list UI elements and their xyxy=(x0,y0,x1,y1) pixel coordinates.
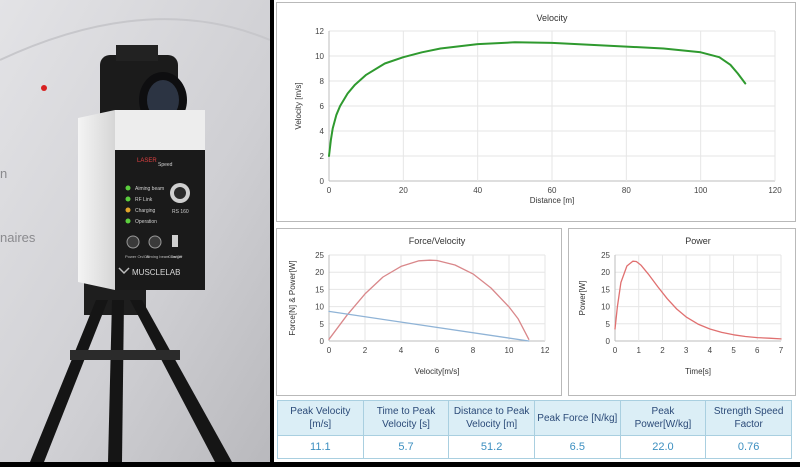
device-photo: n naires LASER Speed Aimin xyxy=(0,0,271,462)
metric-value: 51.2 xyxy=(448,435,535,459)
y-tick-label: 4 xyxy=(320,127,325,136)
button-label-2: Charger xyxy=(168,254,183,259)
y-tick-label: 5 xyxy=(606,320,611,329)
x-tick-label: 8 xyxy=(471,346,476,355)
y-axis-label: Velocity [m/s] xyxy=(294,82,303,129)
chart-title: Power xyxy=(685,236,711,246)
x-tick-label: 120 xyxy=(768,186,782,195)
y-tick-label: 2 xyxy=(320,152,325,161)
force-velocity-chart: Force/Velocity 0 5 10 15 20 25 0 2 4 6 8 10 12 Velocit… xyxy=(288,236,550,376)
x-tick-label: 6 xyxy=(435,346,440,355)
x-tick-label: 60 xyxy=(548,186,557,195)
x-axis-label: Time[s] xyxy=(685,367,711,376)
metric-value: 11.1 xyxy=(277,435,364,459)
analysis-area: Velocity 0 2 4 6 8 10 12 0 20 40 60 80 100 120 Distance… xyxy=(274,0,800,462)
series-line-0 xyxy=(328,41,747,157)
indicator-label-0: Aiming beam xyxy=(135,186,164,192)
side-label: RS 160 xyxy=(172,209,189,215)
metrics-header-row: Peak Velocity [m/s] Time to Peak Velocit… xyxy=(277,400,792,436)
metric-header: Peak Power[W/kg] xyxy=(619,400,707,436)
indicator-label-1: RF Link xyxy=(135,197,153,203)
laser-label: LASER xyxy=(137,158,157,164)
x-tick-label: 4 xyxy=(399,346,404,355)
series-line-0 xyxy=(614,260,782,340)
force-velocity-chart-panel: Force/Velocity 0 5 10 15 20 25 0 2 4 6 8 10 12 Velocit… xyxy=(276,228,562,396)
metric-header: Peak Force [N/kg] xyxy=(533,400,621,436)
metric-header: Time to Peak Velocity [s] xyxy=(362,400,450,436)
velocity-chart-panel: Velocity 0 2 4 6 8 10 12 0 20 40 60 80 100 120 Distance… xyxy=(276,2,796,222)
x-tick-label: 7 xyxy=(779,346,784,355)
x-tick-label: 2 xyxy=(363,346,368,355)
power-chart-panel: Power 0 5 10 15 20 25 0 1 2 3 4 5 6 7 Time[s] Power[W] xyxy=(568,228,796,396)
indicator-label-3: Operation xyxy=(135,219,157,225)
x-tick-label: 0 xyxy=(613,346,618,355)
x-tick-label: 2 xyxy=(660,346,665,355)
laser-unit: LASER Speed Aiming beam RF Link Charging… xyxy=(78,110,205,290)
x-tick-label: 0 xyxy=(327,346,332,355)
x-axis-label: Velocity[m/s] xyxy=(415,367,460,376)
y-axis-label: Force[N] & Power[W] xyxy=(288,260,297,335)
metric-value: 5.7 xyxy=(362,435,450,459)
indicator-label-2: Charging xyxy=(135,208,156,214)
x-tick-label: 10 xyxy=(505,346,514,355)
wall-text-2: naires xyxy=(0,230,36,245)
button-label-0: Power On/Off xyxy=(125,254,150,259)
metric-header: Distance to Peak Velocity [m] xyxy=(448,400,535,436)
y-tick-label: 0 xyxy=(606,337,611,346)
metrics-table: Peak Velocity [m/s] Time to Peak Velocit… xyxy=(277,400,792,459)
x-tick-label: 100 xyxy=(694,186,708,195)
y-tick-label: 12 xyxy=(315,27,324,36)
wall-text-1: n xyxy=(0,166,7,181)
y-tick-label: 25 xyxy=(601,251,610,260)
series-line-1 xyxy=(328,310,530,342)
y-tick-label: 20 xyxy=(315,268,324,277)
y-tick-label: 10 xyxy=(315,52,324,61)
x-tick-label: 1 xyxy=(636,346,641,355)
y-tick-label: 20 xyxy=(601,268,610,277)
x-tick-label: 0 xyxy=(327,186,332,195)
y-tick-label: 25 xyxy=(315,251,324,260)
y-tick-label: 5 xyxy=(320,320,325,329)
chart-title: Velocity xyxy=(536,13,568,23)
series-line-0 xyxy=(328,259,530,340)
button-label-1: Aiming beam On/Off xyxy=(146,254,183,259)
speed-label: Speed xyxy=(158,162,173,168)
metric-value: 0.76 xyxy=(705,435,792,459)
metric-value: 6.5 xyxy=(533,435,621,459)
y-tick-label: 15 xyxy=(601,285,610,294)
y-axis-label: Power[W] xyxy=(578,281,587,316)
x-tick-label: 4 xyxy=(708,346,713,355)
x-tick-label: 20 xyxy=(399,186,408,195)
y-tick-label: 6 xyxy=(320,102,325,111)
y-tick-label: 8 xyxy=(320,77,325,86)
y-tick-label: 0 xyxy=(320,177,325,186)
metric-header: Peak Velocity [m/s] xyxy=(277,400,364,436)
brand-label: MUSCLELAB xyxy=(132,268,180,277)
x-tick-label: 12 xyxy=(541,346,550,355)
x-tick-label: 80 xyxy=(622,186,631,195)
x-tick-label: 3 xyxy=(684,346,689,355)
x-tick-label: 6 xyxy=(755,346,760,355)
y-tick-label: 10 xyxy=(601,303,610,312)
metric-value: 22.0 xyxy=(619,435,707,459)
y-tick-label: 10 xyxy=(315,303,324,312)
power-chart: Power 0 5 10 15 20 25 0 1 2 3 4 5 6 7 Time[s] Power[W] xyxy=(578,236,784,376)
x-tick-label: 5 xyxy=(731,346,736,355)
metrics-value-row: 11.1 5.7 51.2 6.5 22.0 0.76 xyxy=(277,435,792,459)
x-axis-label: Distance [m] xyxy=(530,196,574,205)
metric-header: Strength Speed Factor xyxy=(705,400,792,436)
chart-title: Force/Velocity xyxy=(409,236,466,246)
y-tick-label: 15 xyxy=(315,285,324,294)
x-tick-label: 40 xyxy=(473,186,482,195)
y-tick-label: 0 xyxy=(320,337,325,346)
